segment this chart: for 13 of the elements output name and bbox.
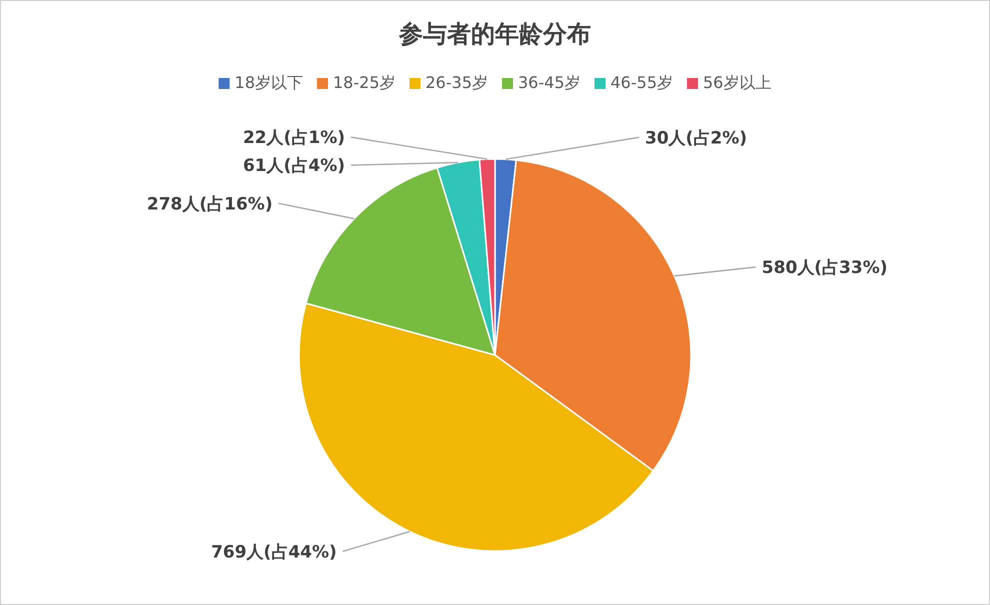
data-label: 769人(占44%): [211, 542, 337, 562]
data-label: 30人(占2%): [645, 128, 748, 148]
data-label: 580人(占33%): [762, 258, 888, 278]
data-label: 278人(占16%): [146, 194, 273, 214]
legend-label: 56岁以上: [703, 73, 772, 92]
legend-label: 18-25岁: [333, 73, 396, 92]
legend-label: 26-35岁: [426, 73, 488, 92]
data-label: 61人(占4%): [242, 156, 345, 176]
legend-label: 18岁以下: [234, 73, 303, 92]
data-label: 22人(占1%): [242, 128, 345, 148]
legend-label: 36-45岁: [518, 73, 580, 92]
legend-label: 46-55岁: [610, 73, 673, 92]
chart-title: 参与者的年龄分布: [398, 20, 591, 48]
